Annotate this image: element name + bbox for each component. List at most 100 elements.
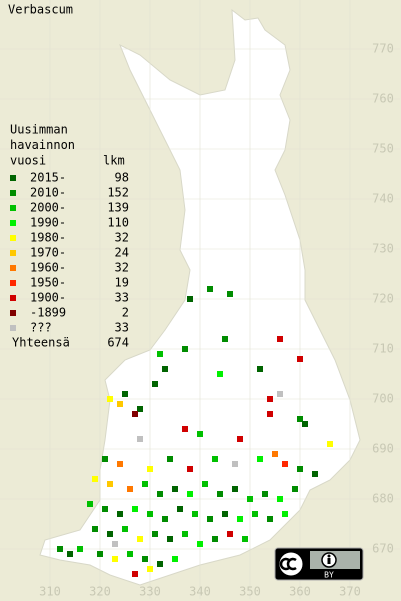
observation-square	[137, 436, 143, 442]
observation-square	[262, 491, 268, 497]
observation-square	[147, 466, 153, 472]
legend-total: 674	[107, 336, 129, 350]
legend-label: 1960-	[30, 261, 66, 275]
observation-square	[162, 516, 168, 522]
observation-square	[167, 456, 173, 462]
legend-count: 33	[115, 321, 129, 335]
observation-square	[227, 291, 233, 297]
observation-square	[112, 541, 118, 547]
observation-square	[327, 441, 333, 447]
legend-count: 98	[115, 171, 129, 185]
observation-square	[172, 486, 178, 492]
legend-swatch	[10, 220, 16, 226]
legend-label: 2015-	[30, 171, 66, 185]
legend-count: 19	[115, 276, 129, 290]
cc-letters	[279, 557, 297, 571]
legend-swatch	[10, 190, 16, 196]
observation-square	[282, 461, 288, 467]
observation-square	[57, 546, 63, 552]
legend-heading: havainnon	[10, 138, 75, 152]
legend-label: 1900-	[30, 291, 66, 305]
y-tick-label: 690	[372, 442, 394, 456]
observation-square	[152, 381, 158, 387]
observation-square	[212, 456, 218, 462]
observation-square	[102, 506, 108, 512]
observation-square	[182, 426, 188, 432]
legend-heading: Uusimman	[10, 123, 68, 137]
observation-square	[217, 371, 223, 377]
legend-label: 1970-	[30, 246, 66, 260]
observation-square	[247, 496, 253, 502]
observation-square	[102, 456, 108, 462]
observation-square	[297, 466, 303, 472]
y-tick-label: 680	[372, 492, 394, 506]
observation-square	[142, 481, 148, 487]
observation-square	[227, 531, 233, 537]
legend-count: 32	[115, 231, 129, 245]
observation-square	[107, 396, 113, 402]
observation-square	[277, 391, 283, 397]
observation-square	[252, 511, 258, 517]
legend-count: 152	[107, 186, 129, 200]
observation-square	[242, 536, 248, 542]
x-tick-label: 320	[89, 585, 111, 599]
observation-square	[117, 401, 123, 407]
legend-count: 110	[107, 216, 129, 230]
observation-square	[182, 531, 188, 537]
observation-square	[97, 551, 103, 557]
observation-square	[222, 336, 228, 342]
legend-total-label: Yhteensä	[12, 336, 70, 350]
cc-badge: BY	[274, 547, 364, 581]
legend-swatch	[10, 205, 16, 211]
legend-label: 1990-	[30, 216, 66, 230]
observation-square	[277, 496, 283, 502]
observation-square	[142, 556, 148, 562]
observation-square	[157, 491, 163, 497]
observation-square	[132, 506, 138, 512]
observation-square	[272, 451, 278, 457]
x-tick-label: 350	[239, 585, 261, 599]
observation-square	[137, 536, 143, 542]
legend-swatch	[10, 235, 16, 241]
legend-label: 2010-	[30, 186, 66, 200]
observation-square	[237, 516, 243, 522]
observation-square	[107, 531, 113, 537]
observation-square	[92, 476, 98, 482]
observation-square	[187, 296, 193, 302]
observation-square	[87, 501, 93, 507]
observation-square	[282, 511, 288, 517]
observation-square	[157, 351, 163, 357]
legend-label: -1899	[30, 306, 66, 320]
x-tick-label: 360	[289, 585, 311, 599]
observation-square	[77, 546, 83, 552]
observation-square	[67, 551, 73, 557]
observation-square	[197, 431, 203, 437]
observation-square	[267, 411, 273, 417]
observation-square	[212, 536, 218, 542]
legend-swatch	[10, 175, 16, 181]
legend-label: ???	[30, 321, 52, 335]
legend-label: 2000-	[30, 201, 66, 215]
observation-square	[117, 461, 123, 467]
legend-count: 33	[115, 291, 129, 305]
observation-square	[192, 511, 198, 517]
observation-square	[152, 531, 158, 537]
x-tick-label: 340	[189, 585, 211, 599]
y-tick-label: 770	[372, 42, 394, 56]
observation-square	[162, 366, 168, 372]
observation-square	[222, 511, 228, 517]
observation-square	[297, 416, 303, 422]
observation-square	[112, 556, 118, 562]
legend-count: 24	[115, 246, 129, 260]
observation-square	[172, 556, 178, 562]
by-head	[327, 554, 331, 558]
x-tick-label: 330	[139, 585, 161, 599]
legend-count: 32	[115, 261, 129, 275]
observation-square	[92, 526, 98, 532]
legend-swatch	[10, 310, 16, 316]
y-tick-label: 670	[372, 542, 394, 556]
observation-square	[117, 511, 123, 517]
observation-square	[267, 516, 273, 522]
observation-square	[107, 481, 113, 487]
legend-swatch	[10, 250, 16, 256]
